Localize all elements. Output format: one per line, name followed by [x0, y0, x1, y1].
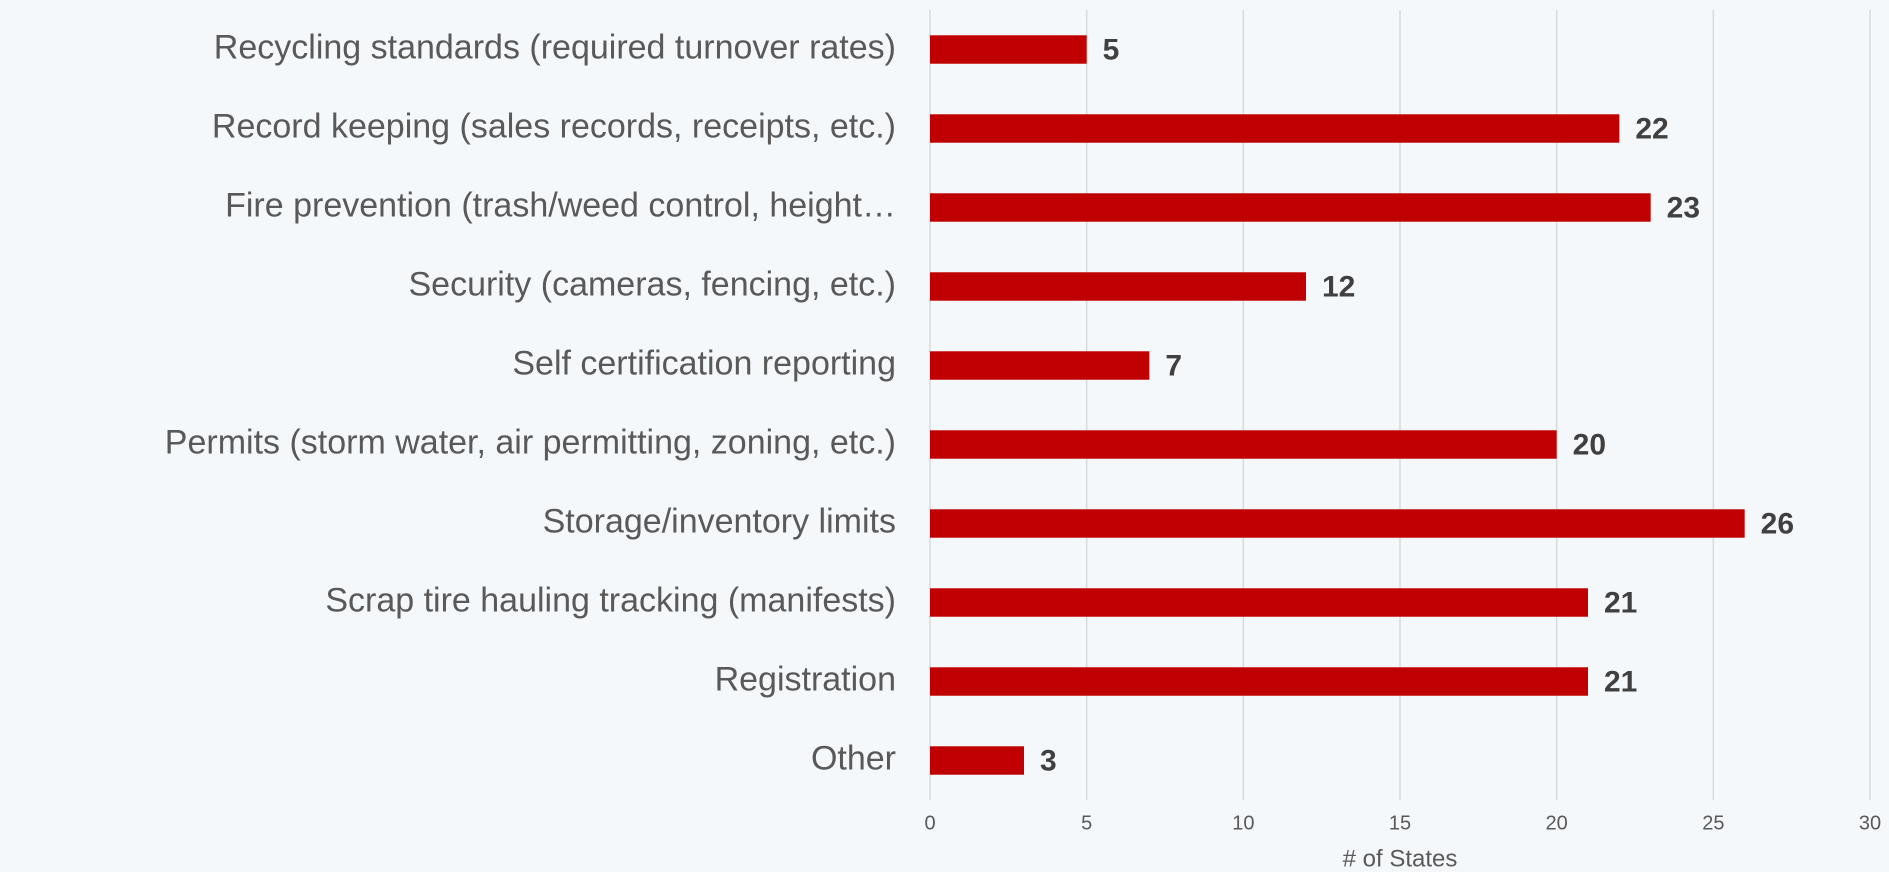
category-label: Security (cameras, fencing, etc.) — [408, 265, 896, 303]
x-tick-label: 10 — [1232, 812, 1254, 834]
bar — [930, 114, 1620, 143]
bar — [930, 351, 1150, 380]
value-label: 5 — [1103, 33, 1120, 66]
bar — [930, 588, 1588, 617]
x-tick-label: 20 — [1546, 812, 1568, 834]
category-label: Recycling standards (required turnover r… — [214, 28, 896, 66]
bar — [930, 667, 1588, 696]
category-label: Registration — [715, 660, 896, 698]
bar — [930, 193, 1651, 222]
x-tick-label: 0 — [924, 812, 935, 834]
category-label: Permits (storm water, air permitting, zo… — [165, 423, 896, 461]
bar — [930, 509, 1745, 538]
value-label: 22 — [1635, 112, 1668, 145]
value-label: 20 — [1573, 428, 1606, 461]
x-tick-label: 15 — [1389, 812, 1411, 834]
x-tick-label: 25 — [1702, 812, 1724, 834]
value-label: 23 — [1667, 191, 1700, 224]
value-label: 12 — [1322, 270, 1355, 303]
value-label: 21 — [1604, 586, 1637, 619]
category-label: Fire prevention (trash/weed control, hei… — [225, 186, 896, 224]
category-label: Scrap tire hauling tracking (manifests) — [325, 581, 896, 619]
bar — [930, 35, 1087, 64]
x-tick-label: 5 — [1081, 812, 1092, 834]
value-label: 7 — [1165, 349, 1182, 382]
bar — [930, 430, 1557, 459]
value-label: 21 — [1604, 665, 1637, 698]
category-label: Record keeping (sales records, receipts,… — [212, 107, 896, 145]
category-label: Other — [811, 739, 896, 777]
value-label: 3 — [1040, 744, 1057, 777]
x-tick-label: 30 — [1859, 812, 1881, 834]
category-label: Self certification reporting — [512, 344, 896, 382]
bar — [930, 272, 1306, 301]
x-axis-label: # of States — [1343, 845, 1458, 872]
category-label: Storage/inventory limits — [543, 502, 896, 540]
bar — [930, 746, 1024, 775]
value-label: 26 — [1761, 507, 1794, 540]
